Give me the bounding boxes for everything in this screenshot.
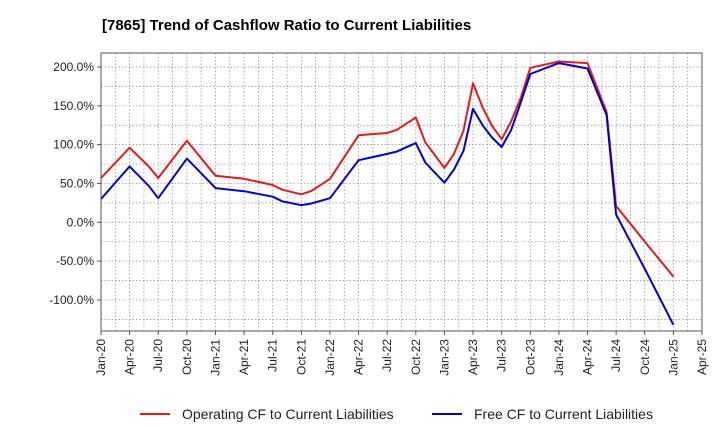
operating-cf-line xyxy=(100,60,675,278)
legend: Operating CF to Current Liabilities Free … xyxy=(140,406,653,422)
y-tick-label: -50.0% xyxy=(56,254,94,268)
x-tick-label: Apr-25 xyxy=(695,339,709,375)
grid-layer xyxy=(100,53,703,331)
x-tick-label: Jul-21 xyxy=(266,339,280,372)
x-tick-label: Apr-22 xyxy=(352,339,366,375)
chart-title: [7865] Trend of Cashflow Ratio to Curren… xyxy=(102,17,471,34)
x-tick-label: Oct-21 xyxy=(294,339,308,375)
x-axis-ticks: Jan-20 Apr-20 Jul-20 Oct-20 Jan-21 Apr-21 Jul-… xyxy=(94,331,709,376)
x-tick-label: Jul-22 xyxy=(380,339,394,372)
y-tick-label: 100.0% xyxy=(53,138,94,152)
y-tick-label: -100.0% xyxy=(49,293,94,307)
x-tick-label: Apr-24 xyxy=(581,339,595,375)
legend-label-free: Free CF to Current Liabilities xyxy=(474,406,653,422)
x-tick-label: Oct-20 xyxy=(180,339,194,375)
x-tick-label: Jan-21 xyxy=(208,339,222,376)
x-tick-label: Apr-21 xyxy=(237,339,251,375)
series-layer xyxy=(100,60,675,326)
x-tick-label: Apr-20 xyxy=(123,339,137,375)
x-tick-label: Jan-25 xyxy=(666,339,680,376)
y-tick-label: 150.0% xyxy=(53,99,94,113)
y-tick-label: 200.0% xyxy=(53,60,94,74)
x-tick-label: Jan-20 xyxy=(94,339,108,376)
x-tick-label: Jan-23 xyxy=(437,339,451,376)
x-tick-label: Apr-23 xyxy=(466,339,480,375)
legend-label-operating: Operating CF to Current Liabilities xyxy=(182,406,394,422)
plot-frame xyxy=(100,52,703,332)
y-tick-label: 0.0% xyxy=(67,215,95,229)
y-tick-label: 50.0% xyxy=(60,176,94,190)
x-tick-label: Jul-23 xyxy=(495,339,509,372)
y-axis-ticks: 200.0% 150.0% 100.0% 50.0% 0.0% -50.0% -100.0% xyxy=(49,60,101,307)
x-tick-label: Oct-22 xyxy=(409,339,423,375)
x-tick-label: Jan-24 xyxy=(552,339,566,376)
x-tick-label: Oct-24 xyxy=(638,339,652,375)
x-tick-label: Jul-20 xyxy=(151,339,165,372)
x-tick-label: Oct-23 xyxy=(523,339,537,375)
free-cf-line xyxy=(100,62,675,326)
x-tick-label: Jul-24 xyxy=(609,339,623,372)
x-tick-label: Jan-22 xyxy=(323,339,337,376)
